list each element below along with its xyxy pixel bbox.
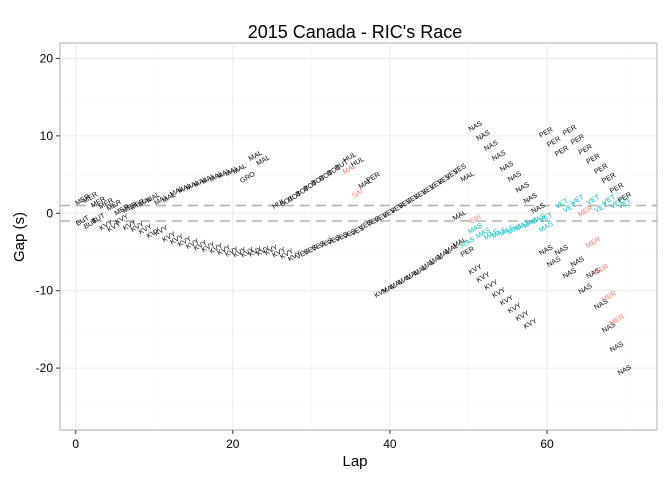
y-axis-ticks: -20 -10 0 10 20 xyxy=(36,51,60,375)
x-tick-label: 60 xyxy=(540,437,554,451)
y-tick-label: 20 xyxy=(40,51,54,65)
y-tick-label: -20 xyxy=(36,361,54,375)
x-tick-label: 0 xyxy=(72,437,79,451)
y-tick-label: -10 xyxy=(36,284,54,298)
point-label: SAI xyxy=(351,188,364,200)
point-label: ERI xyxy=(469,214,483,226)
plot-panel xyxy=(59,42,658,431)
y-axis-label: Gap (s) xyxy=(11,212,28,262)
chart-title: 2015 Canada - RIC's Race xyxy=(248,22,463,42)
x-axis-label: Lap xyxy=(342,453,367,470)
reference-lines xyxy=(60,204,657,222)
x-tick-label: 40 xyxy=(383,437,397,451)
y-tick-label: 0 xyxy=(46,206,53,220)
x-axis-ticks: 0 20 40 60 xyxy=(72,430,554,451)
gridlines xyxy=(60,43,657,430)
y-tick-label: 10 xyxy=(40,129,54,143)
x-tick-label: 20 xyxy=(226,437,240,451)
